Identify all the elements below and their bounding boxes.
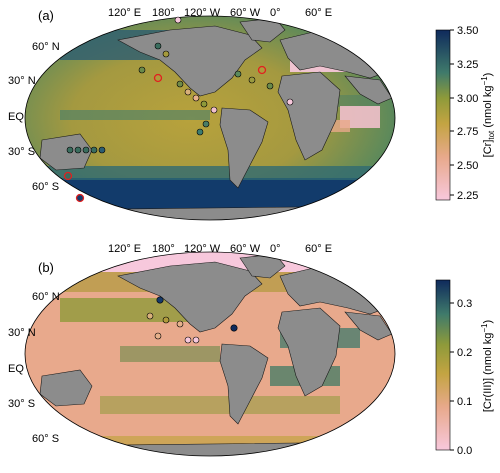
lon-label: 60° E [305, 243, 332, 255]
lon-label: 0° [270, 7, 281, 19]
stations-a [63, 16, 294, 203]
colorbar-tick-label: 2.25 [457, 190, 478, 202]
lon-label: 60° W [230, 7, 261, 19]
colorbar-tick-label: 2.75 [457, 126, 478, 138]
lon-label: 180° [152, 243, 175, 255]
colorbar-tick-label: 0.3 [457, 298, 472, 310]
colorbar-title-b: [Cr(III)] (nmol kg−1) [480, 320, 494, 412]
lon-label: 180° [152, 7, 175, 19]
colorbar-tick-label: 0.1 [457, 396, 472, 408]
lat-label: 30° S [8, 146, 35, 158]
lat-label: 30° S [8, 398, 35, 410]
panel-label-b: (b) [38, 260, 54, 275]
stations-b [146, 296, 238, 344]
map-outline-b [24, 251, 396, 457]
panel-label-a: (a) [38, 8, 54, 23]
ocean-field-b [25, 252, 395, 456]
lon-label: 120° E [108, 7, 141, 19]
colorbar-ticks-a: 3.50 3.25 3.00 2.75 2.50 2.25 [450, 25, 478, 202]
colorbar-tick-label: 3.00 [457, 93, 478, 105]
lat-label: EQ [8, 363, 24, 375]
panel-a: 120° E 180° 120° W 60° W 0° 60° E 60° N … [0, 0, 500, 232]
lon-label: 120° E [108, 243, 141, 255]
colorbar-tick-label: 0.2 [457, 347, 472, 359]
panel-b: 120° E 180° 120° W 60° W 0° 60° E 60° N … [0, 236, 500, 468]
map-b: 120° E 180° 120° W 60° W 0° 60° E 60° N … [8, 243, 494, 457]
lat-label: 60° N [32, 291, 60, 303]
colorbar-tick-label: 3.25 [457, 59, 478, 71]
colorbar-tick-label: 3.50 [457, 25, 478, 37]
colorbar-tick-label: 2.50 [457, 160, 478, 172]
lat-label: 60° S [32, 181, 59, 193]
lon-label: 120° W [184, 243, 221, 255]
lat-label: 30° N [8, 327, 36, 339]
lat-label: 60° S [32, 433, 59, 445]
colorbar-ticks-b: 0.3 0.2 0.1 0.0 [450, 298, 472, 457]
lon-label: 120° W [184, 7, 221, 19]
map-outline-a [24, 15, 396, 221]
map-a: 120° E 180° 120° W 60° W 0° 60° E 60° N … [8, 7, 496, 221]
lon-label: 0° [270, 243, 281, 255]
lat-label: EQ [8, 111, 24, 123]
colorbar-tick-label: 0.0 [457, 445, 472, 457]
lat-label: 60° N [32, 41, 60, 53]
colorbar-b [435, 279, 451, 451]
lon-label: 60° E [305, 7, 332, 19]
lon-label: 60° W [230, 243, 261, 255]
colorbar-title-a: [Cr]tot (nmol kg−1) [480, 73, 496, 158]
colorbar-a [435, 29, 451, 201]
lat-label: 30° N [8, 75, 36, 87]
